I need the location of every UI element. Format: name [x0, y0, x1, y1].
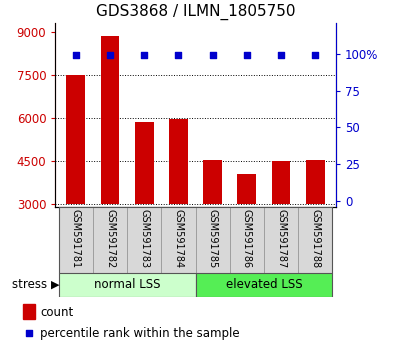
Text: GSM591782: GSM591782 [105, 209, 115, 268]
Text: percentile rank within the sample: percentile rank within the sample [40, 327, 240, 340]
Bar [196, 207, 230, 273]
Bar [127, 207, 161, 273]
Point [278, 52, 284, 58]
Text: elevated LSS: elevated LSS [226, 278, 302, 291]
Bar [196, 273, 332, 297]
Bar [272, 161, 290, 204]
Point [312, 52, 318, 58]
Bar [66, 75, 85, 204]
Bar [59, 207, 93, 273]
Point [107, 52, 113, 58]
Point [209, 52, 216, 58]
Text: GSM591787: GSM591787 [276, 209, 286, 268]
Text: count: count [40, 306, 73, 319]
Bar [23, 304, 35, 319]
Point [244, 52, 250, 58]
Bar [169, 119, 188, 204]
Text: GSM591786: GSM591786 [242, 209, 252, 268]
Title: GDS3868 / ILMN_1805750: GDS3868 / ILMN_1805750 [96, 4, 295, 20]
Bar [264, 207, 298, 273]
Bar [203, 160, 222, 204]
Text: stress: stress [13, 278, 51, 291]
Bar [93, 207, 127, 273]
Bar [237, 174, 256, 204]
Bar [298, 207, 332, 273]
Point [73, 52, 79, 58]
Text: ▶: ▶ [51, 280, 60, 290]
Bar [59, 273, 196, 297]
Bar [230, 207, 264, 273]
Text: GSM591783: GSM591783 [139, 209, 149, 268]
Bar [101, 36, 119, 204]
Text: GSM591785: GSM591785 [208, 209, 218, 268]
Bar [135, 122, 154, 204]
Text: normal LSS: normal LSS [94, 278, 160, 291]
Text: GSM591781: GSM591781 [71, 209, 81, 268]
Bar [161, 207, 196, 273]
Point [26, 331, 32, 336]
Text: GSM591784: GSM591784 [173, 209, 183, 268]
Text: GSM591788: GSM591788 [310, 209, 320, 268]
Point [175, 52, 182, 58]
Bar [306, 160, 325, 204]
Point [141, 52, 147, 58]
